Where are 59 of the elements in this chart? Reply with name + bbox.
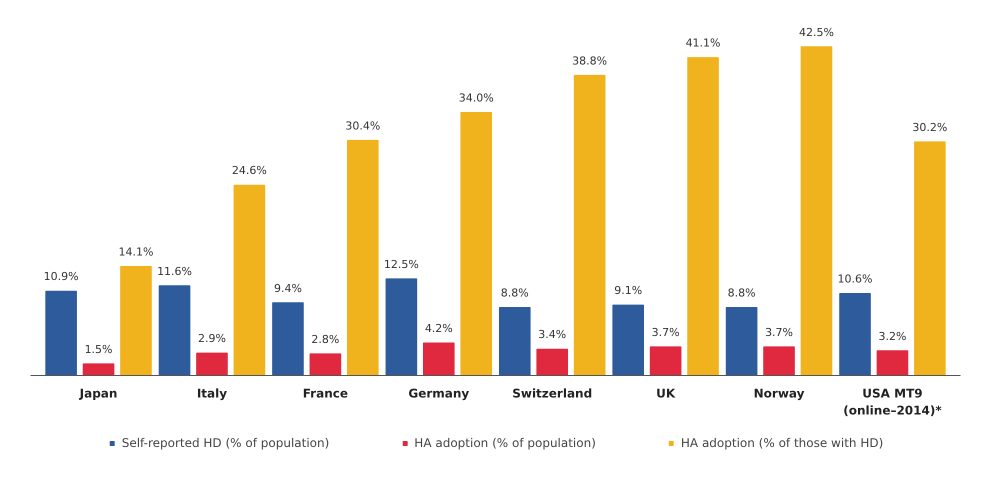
data-label: 10.6% bbox=[838, 272, 873, 286]
bar bbox=[612, 304, 644, 376]
bar bbox=[120, 266, 152, 376]
bar bbox=[498, 306, 531, 376]
bar bbox=[272, 302, 304, 376]
bar bbox=[574, 74, 606, 376]
data-label: 9.1% bbox=[614, 284, 642, 298]
bar bbox=[82, 363, 114, 376]
data-label: 3.7% bbox=[765, 326, 794, 339]
bar bbox=[422, 342, 455, 376]
bar bbox=[914, 141, 946, 376]
bar bbox=[536, 348, 568, 376]
x-tick-label: Norway bbox=[754, 386, 805, 400]
legend-label: HA adoption (% of those with HD) bbox=[680, 436, 884, 450]
bar bbox=[158, 285, 190, 376]
data-label: 8.8% bbox=[728, 286, 756, 300]
bar bbox=[687, 57, 719, 376]
data-label: 4.2% bbox=[424, 322, 453, 336]
data-label: 30.2% bbox=[912, 120, 948, 134]
data-label: 9.4% bbox=[274, 282, 302, 295]
data-label: 3.4% bbox=[538, 328, 566, 342]
x-tick-label: USA MT9 (online–2014)* bbox=[843, 386, 942, 418]
bar bbox=[460, 112, 492, 376]
bar bbox=[346, 140, 379, 376]
data-label: 10.9% bbox=[44, 270, 79, 284]
data-label: 8.8% bbox=[500, 286, 529, 300]
legend-label: Self-reported HD (% of population) bbox=[122, 436, 330, 450]
bar bbox=[45, 290, 77, 376]
bar bbox=[763, 346, 795, 376]
bar bbox=[234, 184, 266, 376]
bar bbox=[196, 352, 228, 376]
bar bbox=[310, 353, 342, 376]
bar bbox=[726, 306, 758, 376]
x-tick-label: France bbox=[302, 386, 348, 400]
bar bbox=[650, 346, 682, 376]
data-label: 3.7% bbox=[652, 326, 680, 339]
data-label: 2.9% bbox=[198, 332, 226, 346]
data-label: 14.1% bbox=[118, 245, 154, 258]
data-label: 12.5% bbox=[384, 258, 419, 271]
data-label: 38.8% bbox=[572, 54, 608, 68]
data-label: 11.6% bbox=[157, 264, 192, 278]
data-label: 2.8% bbox=[311, 332, 340, 346]
bar bbox=[386, 278, 418, 376]
data-label: 30.4% bbox=[345, 119, 380, 132]
x-tick-label: Switzerland bbox=[512, 386, 592, 400]
x-tick-label: Germany bbox=[408, 386, 470, 400]
data-label: 1.5% bbox=[84, 342, 113, 356]
data-label: 24.6% bbox=[232, 164, 267, 178]
bar bbox=[839, 293, 871, 376]
bar bbox=[800, 46, 832, 376]
data-label: 3.2% bbox=[878, 330, 906, 343]
legend-label: HA adoption (% of population) bbox=[414, 436, 596, 450]
data-label: 42.5% bbox=[798, 26, 834, 39]
x-tick-label: Italy bbox=[196, 386, 228, 400]
data-label: 34.0% bbox=[458, 92, 494, 105]
bar bbox=[876, 350, 908, 376]
x-tick-label: UK bbox=[656, 386, 676, 400]
x-tick-label: Japan bbox=[78, 386, 118, 400]
data-label: 41.1% bbox=[686, 36, 721, 50]
